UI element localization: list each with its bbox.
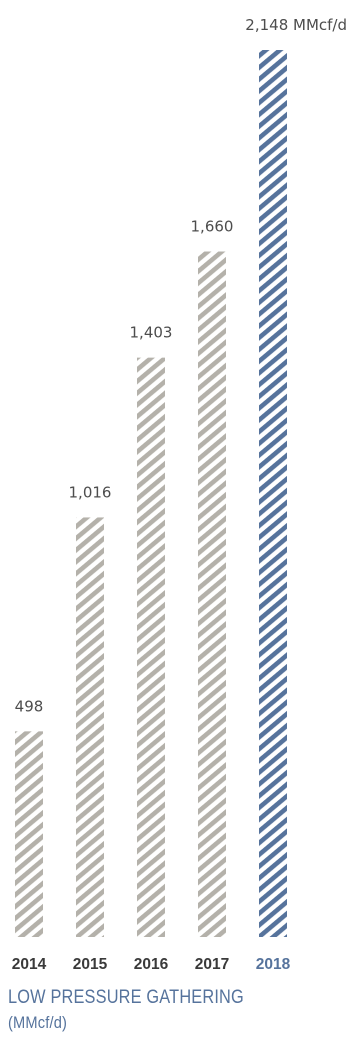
bar-2017 [198,251,226,938]
bar-2018 [259,50,287,937]
year-label-2016: 2016 [134,956,169,973]
year-label-2014: 2014 [12,956,47,973]
year-label-2017: 2017 [195,956,229,973]
chart-title: LOW PRESSURE GATHERING [8,987,244,1008]
bar-2015 [76,517,104,937]
bar-chart: 498 2014 1,016 2015 1,403 2016 1,660 2017 2,148 … [12,16,347,973]
value-label-2014: 498 [15,697,44,715]
year-label-2015: 2015 [73,956,108,973]
year-label-2018: 2018 [256,956,291,973]
value-label-2018: 2,148 MMcf/d [245,16,347,34]
chart-subtitle: (MMcf/d) [8,1013,68,1032]
value-label-2015: 1,016 [69,483,112,501]
bar-2016 [137,357,165,938]
bar-2014 [15,731,43,937]
value-label-2017: 1,660 [191,218,234,236]
value-label-2016: 1,403 [130,324,173,342]
